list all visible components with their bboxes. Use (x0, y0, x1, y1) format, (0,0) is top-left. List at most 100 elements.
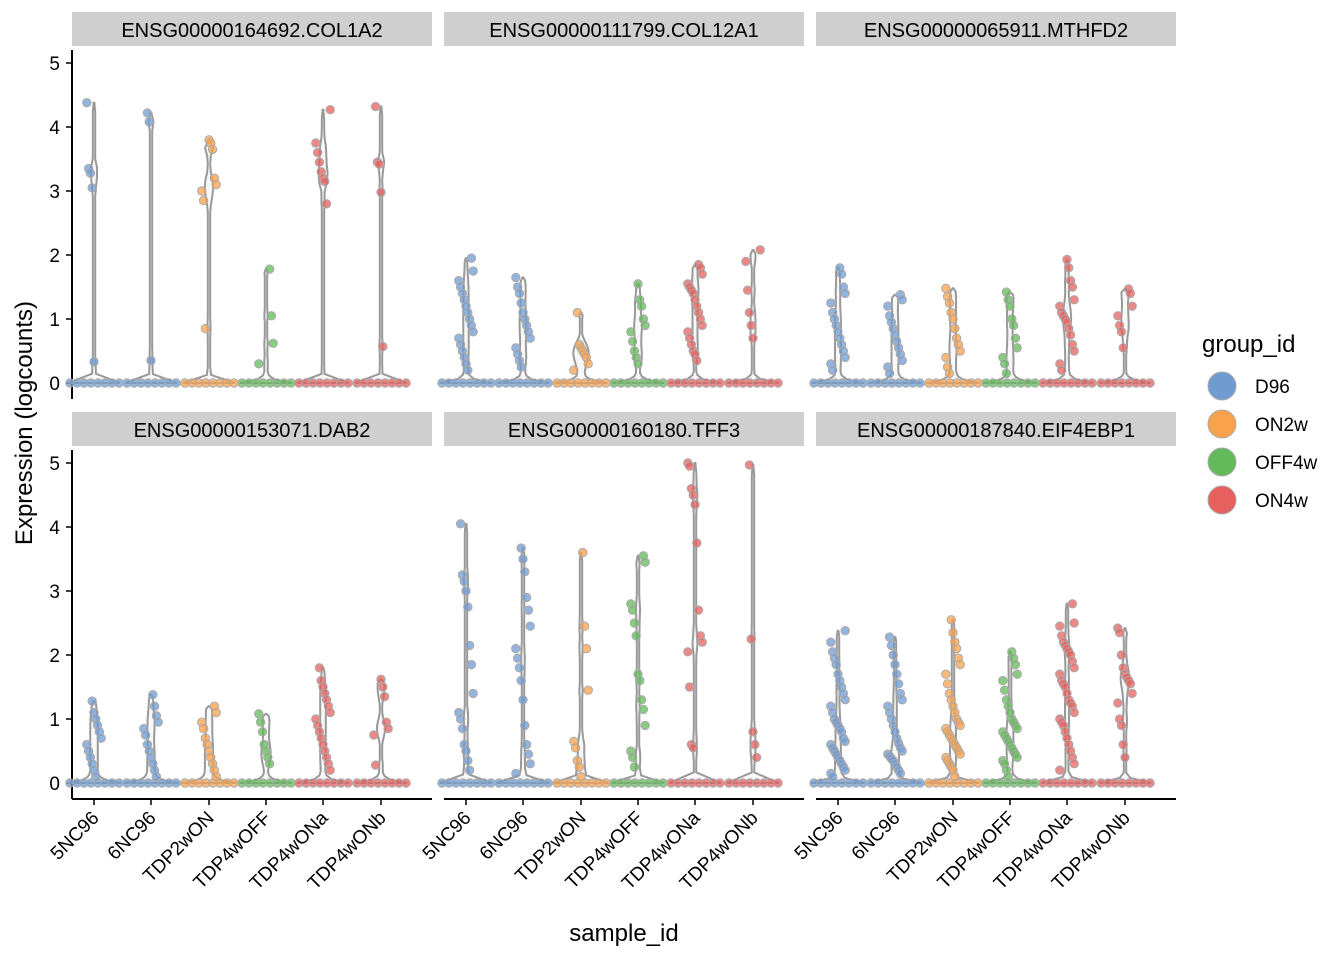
point-0-3-2 (268, 338, 278, 349)
point-1-1-3 (516, 298, 526, 308)
point-5-3-4 (998, 675, 1008, 686)
point-0-1-1 (144, 117, 154, 127)
point-5-3-5 (999, 685, 1010, 695)
point-5-1-0 (884, 632, 895, 642)
point-2-3-9 (1001, 368, 1012, 379)
legend-item-1: ON2w (1207, 409, 1308, 439)
violin-0-2 (182, 138, 236, 384)
point-1-1-12 (516, 362, 526, 372)
point-2-0-4 (826, 298, 836, 308)
point-4-4-12 (688, 743, 698, 753)
violin-0-1 (124, 111, 178, 384)
point-1-3-0 (633, 279, 643, 289)
y-tick-label-0-3: 3 (49, 182, 60, 203)
point-4-1-4 (523, 605, 534, 615)
point-zero-0-5-7 (401, 378, 411, 388)
point-2-4-1 (1064, 263, 1074, 273)
point-4-4-9 (683, 647, 693, 657)
point-4-2-1 (579, 621, 590, 631)
point-2-0-3 (840, 288, 850, 299)
legend-key-1 (1207, 409, 1237, 439)
point-4-1-6 (511, 643, 521, 654)
panel-1: ENSG00000111799.COL12A1 (437, 12, 804, 388)
legend-label-3: ON4w (1255, 491, 1308, 512)
point-3-2-3 (198, 723, 209, 734)
point-5-3-2 (1010, 659, 1021, 670)
point-0-3-0 (264, 264, 275, 274)
strip-bg-3 (72, 412, 432, 446)
point-5-1-24 (895, 768, 906, 779)
legend-item-2: OFF4w (1207, 447, 1318, 477)
strip-bg-2 (816, 12, 1176, 46)
point-3-0-11 (91, 771, 101, 782)
violin-1-5 (726, 248, 780, 384)
point-5-0-9 (840, 695, 850, 705)
point-1-5-2 (742, 285, 753, 295)
point-4-1-11 (520, 720, 530, 731)
point-4-5-1 (746, 634, 756, 644)
point-4-1-9 (516, 675, 526, 686)
point-5-1-5 (893, 679, 904, 689)
point-3-1-11 (151, 771, 162, 782)
point-4-0-7 (468, 688, 478, 699)
point-4-2-2 (581, 643, 592, 654)
point-5-4-10 (1069, 663, 1079, 673)
x-tick-label-4-0: 5NC96 (419, 808, 476, 865)
point-4-4-4 (690, 499, 700, 510)
y-tick-label-0-0: 0 (49, 374, 60, 395)
point-zero-2-2-7 (973, 378, 983, 388)
point-zero-0-4-7 (343, 378, 353, 388)
point-0-5-0 (370, 101, 381, 112)
y-tick-label-0-4: 4 (49, 118, 60, 139)
x-tick-label-3-0: 5NC96 (47, 808, 104, 865)
point-0-0-3 (87, 183, 97, 193)
point-5-4-29 (1055, 765, 1065, 775)
point-2-3-8 (999, 359, 1010, 369)
facet-panels: ENSG00000164692.COL1A2 0 1 2 3 4 5 ENSG00000111… (47, 12, 1176, 894)
point-1-4-11 (697, 320, 707, 331)
point-zero-0-0-7 (114, 378, 124, 388)
violin-0-3 (239, 268, 293, 384)
point-2-2-0 (941, 283, 951, 293)
strip-label-0: ENSG00000164692.COL1A2 (121, 20, 382, 42)
y-tick-label-0-1: 1 (49, 310, 60, 331)
point-1-3-6 (627, 336, 638, 347)
point-4-4-3 (688, 490, 698, 500)
point-zero-3-1-7 (171, 778, 181, 788)
point-3-5-0 (376, 674, 386, 685)
strip-bg-0 (72, 12, 432, 46)
point-5-1-2 (888, 650, 898, 660)
point-zero-2-4-7 (1087, 378, 1097, 388)
point-4-1-7 (512, 653, 523, 663)
point-3-3-6 (264, 759, 275, 769)
point-5-4-28 (1069, 759, 1079, 769)
point-4-5-0 (744, 460, 755, 470)
point-2-3-6 (1012, 343, 1022, 353)
x-tick-label-3-1: 6NC96 (104, 808, 161, 865)
point-5-5-2 (1116, 650, 1127, 660)
point-4-0-2 (459, 576, 469, 587)
point-4-5-4 (751, 752, 762, 763)
point-5-2-3 (951, 643, 962, 654)
point-0-0-2 (85, 168, 96, 178)
legend-label-0: D96 (1255, 377, 1290, 398)
violin-0-5 (354, 105, 408, 384)
point-2-4-0 (1062, 254, 1072, 265)
point-2-4-4 (1069, 295, 1079, 305)
point-2-5-2 (1127, 301, 1137, 311)
point-zero-0-2-7 (229, 378, 239, 388)
point-2-2-2 (944, 298, 955, 308)
legend-title: group_id (1202, 331, 1295, 358)
x-tick-label-4-1: 6NC96 (476, 808, 533, 865)
point-1-5-1 (741, 256, 751, 267)
point-zero-2-3-7 (1030, 378, 1040, 388)
point-2-0-12 (840, 352, 850, 363)
point-2-2-11 (944, 368, 955, 379)
point-1-1-0 (511, 272, 521, 283)
point-2-0-1 (836, 269, 847, 279)
point-zero-4-4-7 (715, 778, 725, 788)
point-1-3-4 (640, 320, 650, 331)
point-0-1-2 (146, 355, 156, 366)
point-5-1-4 (892, 669, 902, 679)
